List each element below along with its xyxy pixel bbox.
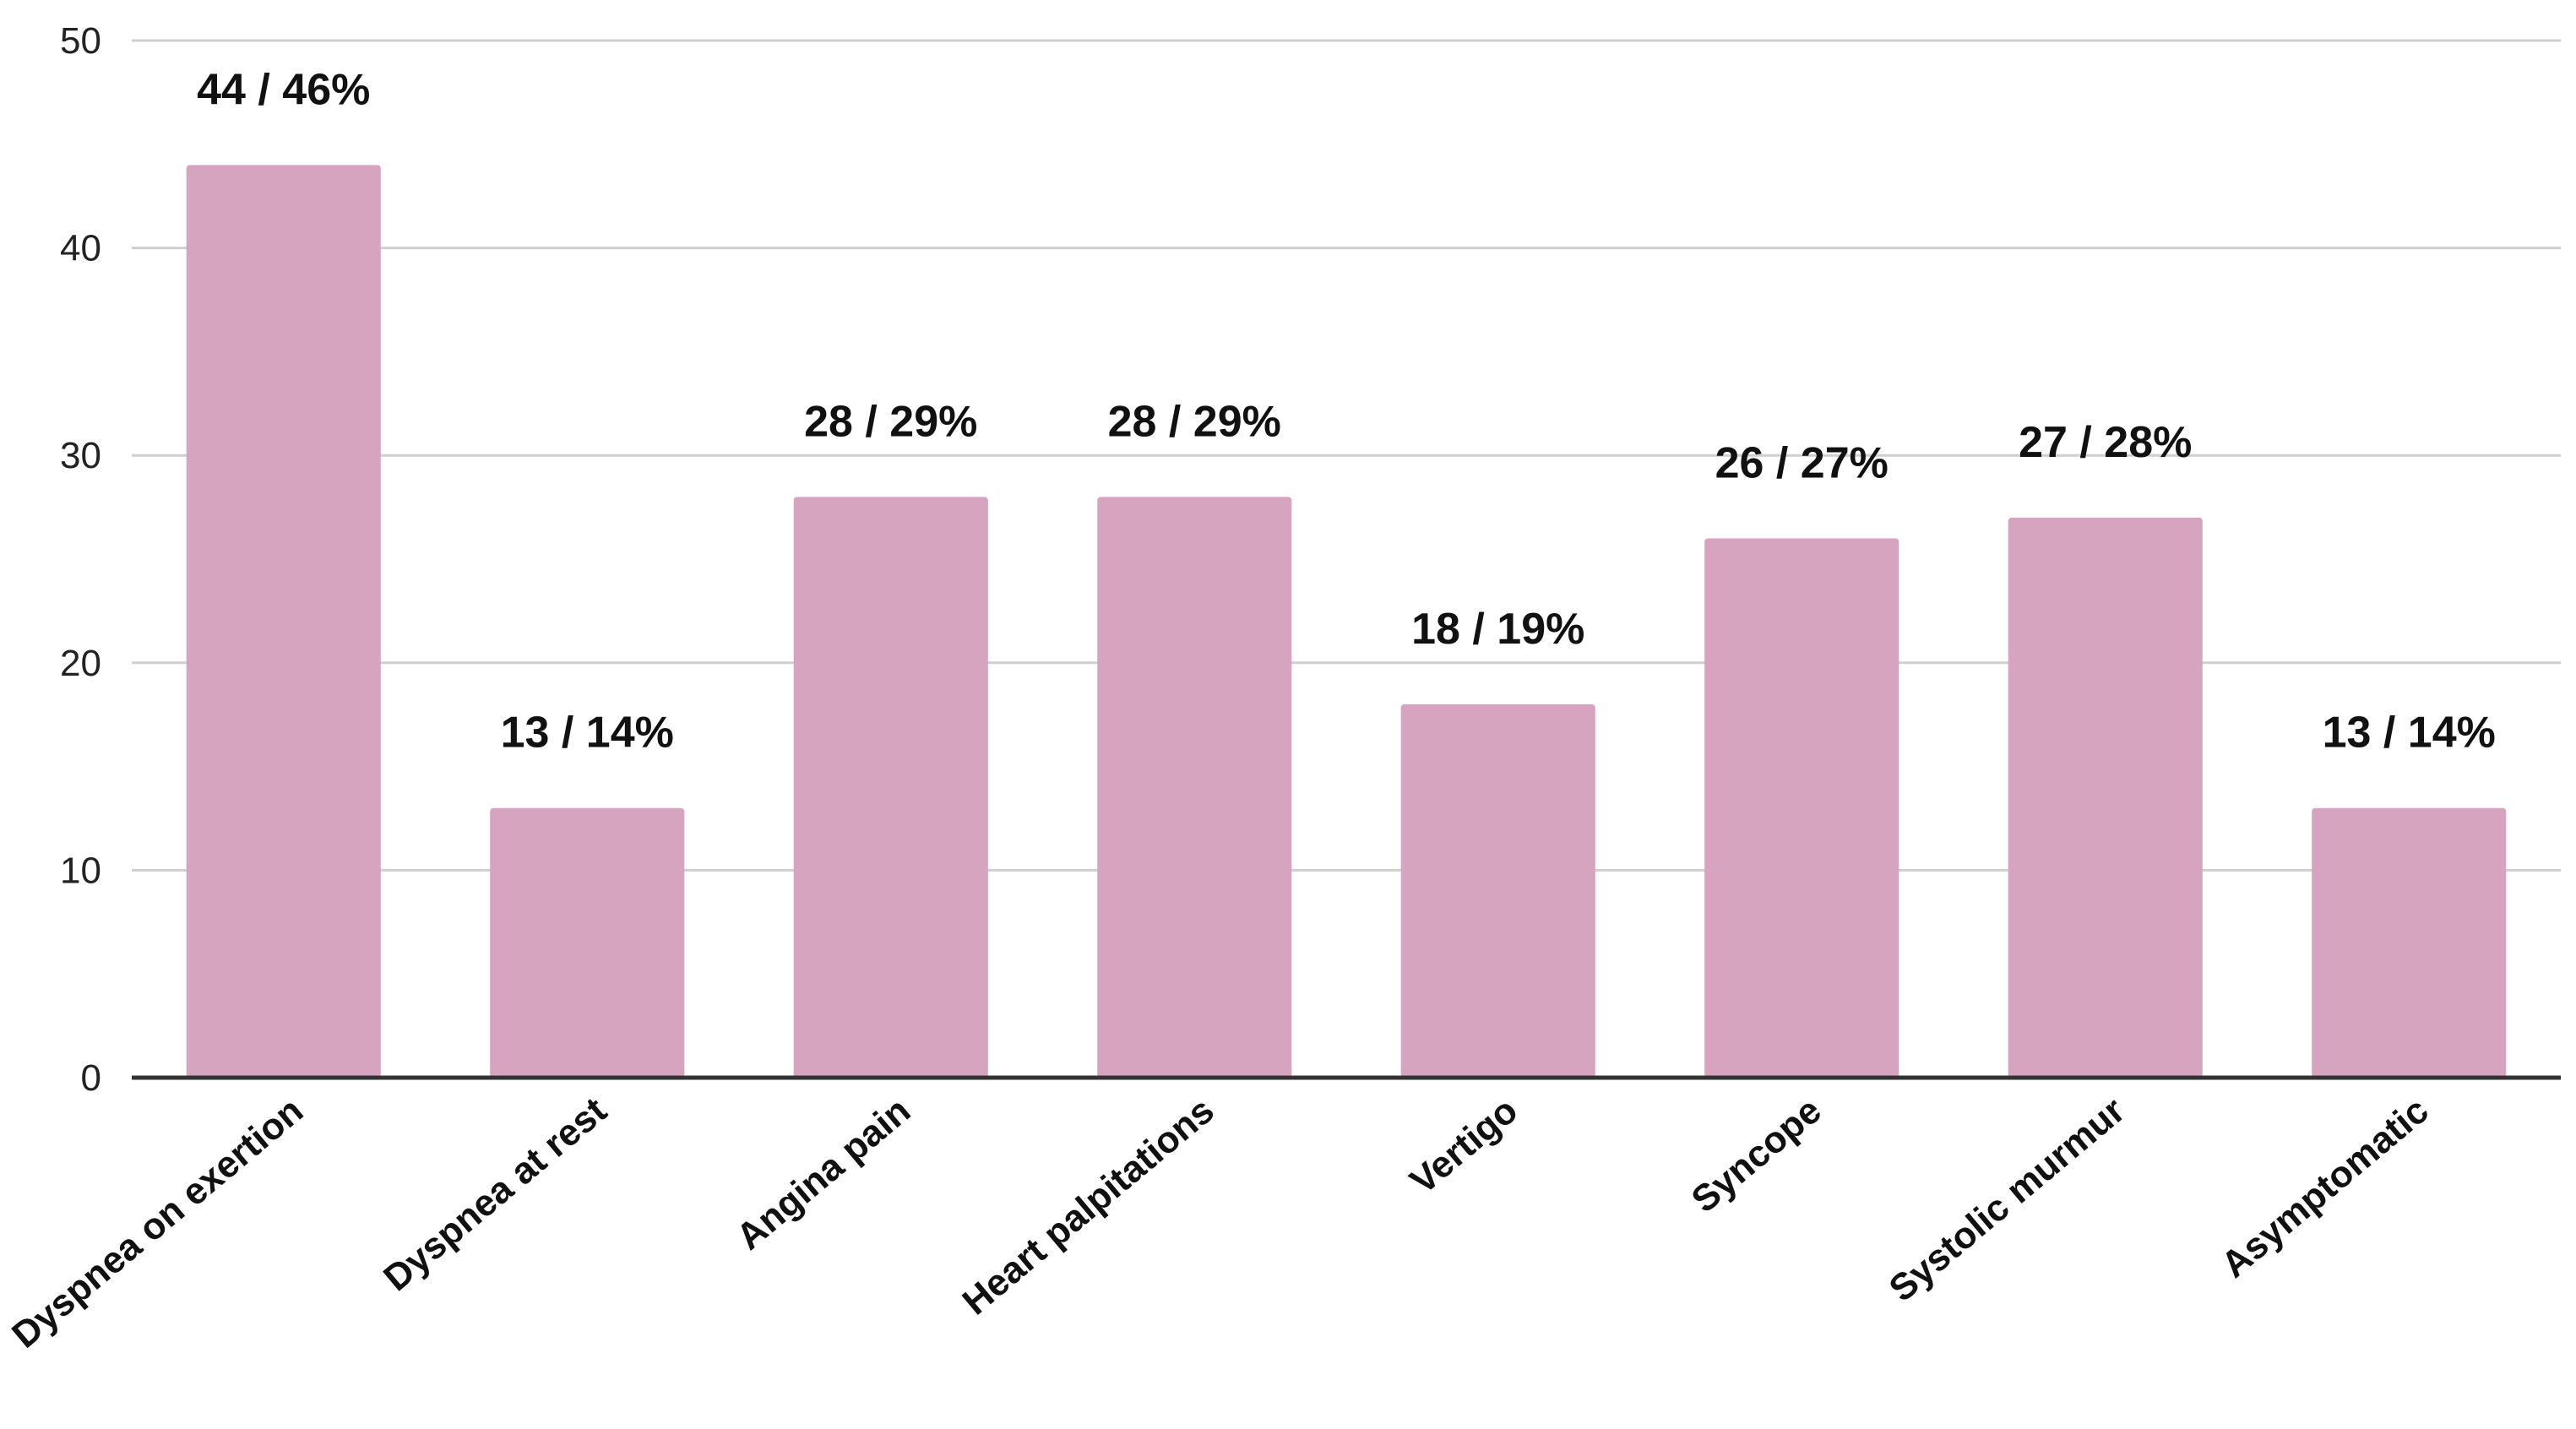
- y-tick-label: 10: [60, 850, 101, 891]
- bar-data-label: 28 / 29%: [804, 397, 977, 446]
- bar-data-label: 13 / 14%: [501, 709, 674, 758]
- bar: [1704, 538, 1899, 1078]
- y-axis-tick-labels: 0 10 20 30 40 50: [60, 20, 101, 1099]
- bar: [186, 165, 381, 1079]
- bar-data-label: 18 / 19%: [1411, 605, 1584, 654]
- bar-data-label: 26 / 27%: [1715, 438, 1889, 487]
- bar-data-label: 28 / 29%: [1108, 397, 1281, 446]
- bar: [490, 807, 685, 1078]
- x-category-label: Systolic murmur: [1882, 1089, 2133, 1310]
- y-tick-label: 0: [81, 1057, 101, 1099]
- bar: [1097, 497, 1292, 1078]
- y-tick-label: 20: [60, 643, 101, 684]
- bar-data-labels: 44 / 46% 13 / 14% 28 / 29% 28 / 29% 18 / 19%…: [197, 65, 2496, 757]
- x-category-label: Dyspnea at rest: [376, 1089, 615, 1299]
- y-tick-label: 30: [60, 435, 101, 476]
- bar: [2312, 807, 2507, 1078]
- bar: [1400, 704, 1595, 1078]
- x-axis-category-labels: Dyspnea on exertion Dyspnea at rest Angina…: [4, 1089, 2437, 1356]
- bar-data-label: 27 / 28%: [2019, 418, 2192, 467]
- x-category-label: Dyspnea on exertion: [4, 1089, 311, 1356]
- y-tick-label: 40: [60, 228, 101, 269]
- x-category-label: Heart palpitations: [955, 1089, 1222, 1323]
- bar: [793, 497, 988, 1078]
- x-category-label: Angina pain: [729, 1089, 918, 1258]
- x-category-label: Asymptomatic: [2214, 1089, 2437, 1285]
- bar: [2008, 517, 2203, 1078]
- x-category-label: Vertigo: [1402, 1089, 1525, 1202]
- x-category-label: Syncope: [1684, 1089, 1829, 1220]
- bar-data-label: 13 / 14%: [2323, 709, 2496, 758]
- bars: [186, 165, 2507, 1079]
- y-tick-label: 50: [60, 20, 101, 62]
- bar-data-label: 44 / 46%: [197, 65, 370, 114]
